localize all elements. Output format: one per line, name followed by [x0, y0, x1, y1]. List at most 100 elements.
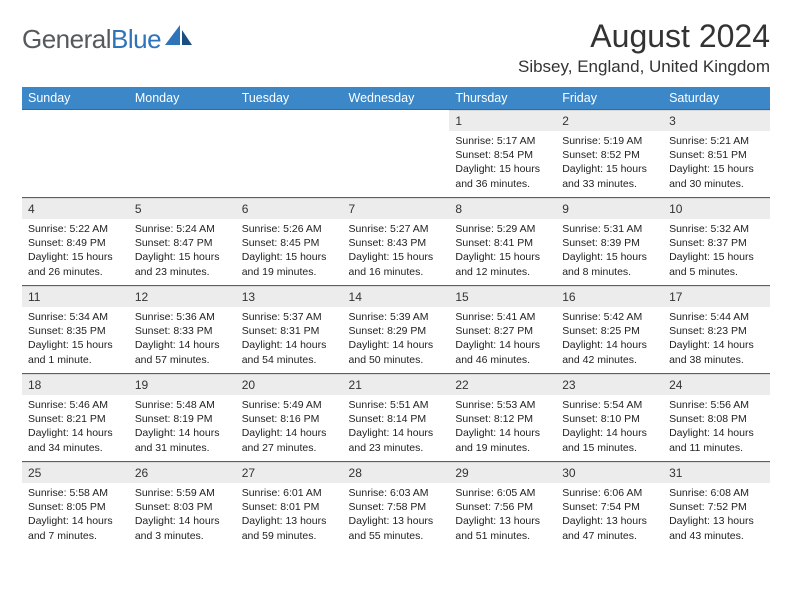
sunrise-line: Sunrise: 5:19 AM [562, 134, 657, 148]
sunset-line: Sunset: 7:56 PM [455, 500, 550, 514]
calendar-day-cell: 24Sunrise: 5:56 AMSunset: 8:08 PMDayligh… [663, 374, 770, 462]
daylight-label: Daylight: [135, 251, 176, 263]
daylight-label: Daylight: [135, 339, 176, 351]
sunrise-label: Sunrise: [562, 399, 601, 411]
sunrise-time: 5:42 AM [604, 311, 643, 323]
daylight-line: Daylight: 14 hours and 31 minutes. [135, 426, 230, 454]
weekday-head: Monday [129, 87, 236, 110]
sunrise-time: 5:58 AM [69, 487, 108, 499]
day-details: Sunrise: 6:08 AMSunset: 7:52 PMDaylight:… [663, 483, 770, 547]
daylight-label: Daylight: [562, 163, 603, 175]
sunset-line: Sunset: 8:45 PM [242, 236, 337, 250]
sunrise-line: Sunrise: 5:21 AM [669, 134, 764, 148]
sunset-line: Sunset: 8:03 PM [135, 500, 230, 514]
sunrise-time: 6:06 AM [604, 487, 643, 499]
daylight-line: Daylight: 15 hours and 8 minutes. [562, 250, 657, 278]
sunset-time: 7:58 PM [387, 501, 426, 513]
sunrise-label: Sunrise: [562, 311, 601, 323]
sunrise-label: Sunrise: [455, 311, 494, 323]
sunset-line: Sunset: 8:10 PM [562, 412, 657, 426]
sunrise-label: Sunrise: [242, 311, 281, 323]
sunset-time: 8:41 PM [494, 237, 533, 249]
sunset-time: 8:03 PM [173, 501, 212, 513]
calendar-day-cell: 28Sunrise: 6:03 AMSunset: 7:58 PMDayligh… [343, 462, 450, 550]
daylight-line: Daylight: 14 hours and 38 minutes. [669, 338, 764, 366]
day-number: 21 [343, 374, 450, 395]
sunset-label: Sunset: [455, 501, 491, 513]
calendar-week-row: 18Sunrise: 5:46 AMSunset: 8:21 PMDayligh… [22, 374, 770, 462]
daylight-label: Daylight: [349, 251, 390, 263]
sunrise-label: Sunrise: [349, 223, 388, 235]
sunrise-line: Sunrise: 6:08 AM [669, 486, 764, 500]
sunset-time: 8:47 PM [173, 237, 212, 249]
daylight-label: Daylight: [242, 339, 283, 351]
sunrise-time: 5:32 AM [711, 223, 750, 235]
sunset-time: 8:37 PM [708, 237, 747, 249]
calendar-day-cell: 6Sunrise: 5:26 AMSunset: 8:45 PMDaylight… [236, 198, 343, 286]
sunset-line: Sunset: 8:35 PM [28, 324, 123, 338]
sunset-time: 7:56 PM [494, 501, 533, 513]
sunset-label: Sunset: [135, 237, 171, 249]
daylight-line: Daylight: 13 hours and 43 minutes. [669, 514, 764, 542]
calendar-day-cell: 23Sunrise: 5:54 AMSunset: 8:10 PMDayligh… [556, 374, 663, 462]
day-details: Sunrise: 5:41 AMSunset: 8:27 PMDaylight:… [449, 307, 556, 371]
weekday-head: Sunday [22, 87, 129, 110]
weekday-head: Thursday [449, 87, 556, 110]
sunset-label: Sunset: [135, 413, 171, 425]
day-number: 22 [449, 374, 556, 395]
calendar-day-cell: 21Sunrise: 5:51 AMSunset: 8:14 PMDayligh… [343, 374, 450, 462]
daylight-line: Daylight: 14 hours and 46 minutes. [455, 338, 550, 366]
day-details: Sunrise: 5:58 AMSunset: 8:05 PMDaylight:… [22, 483, 129, 547]
calendar-day-cell: 2Sunrise: 5:19 AMSunset: 8:52 PMDaylight… [556, 110, 663, 198]
sunrise-label: Sunrise: [455, 487, 494, 499]
daylight-line: Daylight: 13 hours and 51 minutes. [455, 514, 550, 542]
sunset-label: Sunset: [669, 325, 705, 337]
daylight-label: Daylight: [455, 163, 496, 175]
sunrise-label: Sunrise: [562, 487, 601, 499]
sunrise-line: Sunrise: 5:56 AM [669, 398, 764, 412]
sunset-label: Sunset: [28, 325, 64, 337]
brand-name: GeneralBlue [22, 24, 161, 55]
day-number: 10 [663, 198, 770, 219]
sail-icon [165, 25, 193, 52]
sunset-label: Sunset: [669, 237, 705, 249]
day-number: 30 [556, 462, 663, 483]
sunset-time: 8:45 PM [280, 237, 319, 249]
calendar-day-cell: 12Sunrise: 5:36 AMSunset: 8:33 PMDayligh… [129, 286, 236, 374]
calendar-week-row: 11Sunrise: 5:34 AMSunset: 8:35 PMDayligh… [22, 286, 770, 374]
sunset-line: Sunset: 8:21 PM [28, 412, 123, 426]
sunrise-line: Sunrise: 6:06 AM [562, 486, 657, 500]
sunrise-line: Sunrise: 5:36 AM [135, 310, 230, 324]
day-details: Sunrise: 6:03 AMSunset: 7:58 PMDaylight:… [343, 483, 450, 547]
sunset-line: Sunset: 8:05 PM [28, 500, 123, 514]
daylight-label: Daylight: [242, 427, 283, 439]
sunrise-time: 5:39 AM [390, 311, 429, 323]
sunset-label: Sunset: [28, 237, 64, 249]
daylight-label: Daylight: [242, 515, 283, 527]
calendar-day-cell: 27Sunrise: 6:01 AMSunset: 8:01 PMDayligh… [236, 462, 343, 550]
daylight-line: Daylight: 15 hours and 23 minutes. [135, 250, 230, 278]
day-details: Sunrise: 5:32 AMSunset: 8:37 PMDaylight:… [663, 219, 770, 283]
sunrise-time: 5:54 AM [604, 399, 643, 411]
sunset-label: Sunset: [562, 325, 598, 337]
daylight-label: Daylight: [349, 339, 390, 351]
day-number: 29 [449, 462, 556, 483]
sunrise-label: Sunrise: [28, 487, 67, 499]
sunset-label: Sunset: [242, 413, 278, 425]
daylight-label: Daylight: [28, 515, 69, 527]
calendar-day-cell [129, 110, 236, 198]
sunrise-time: 5:34 AM [69, 311, 108, 323]
day-details: Sunrise: 5:59 AMSunset: 8:03 PMDaylight:… [129, 483, 236, 547]
sunset-line: Sunset: 8:47 PM [135, 236, 230, 250]
weekday-head: Saturday [663, 87, 770, 110]
sunset-label: Sunset: [349, 413, 385, 425]
daylight-line: Daylight: 13 hours and 59 minutes. [242, 514, 337, 542]
day-details: Sunrise: 5:48 AMSunset: 8:19 PMDaylight:… [129, 395, 236, 459]
sunset-line: Sunset: 8:33 PM [135, 324, 230, 338]
sunset-line: Sunset: 8:19 PM [135, 412, 230, 426]
sunrise-line: Sunrise: 5:27 AM [349, 222, 444, 236]
daylight-label: Daylight: [669, 339, 710, 351]
sunrise-time: 5:17 AM [497, 135, 536, 147]
sunset-label: Sunset: [349, 501, 385, 513]
calendar-day-cell: 16Sunrise: 5:42 AMSunset: 8:25 PMDayligh… [556, 286, 663, 374]
